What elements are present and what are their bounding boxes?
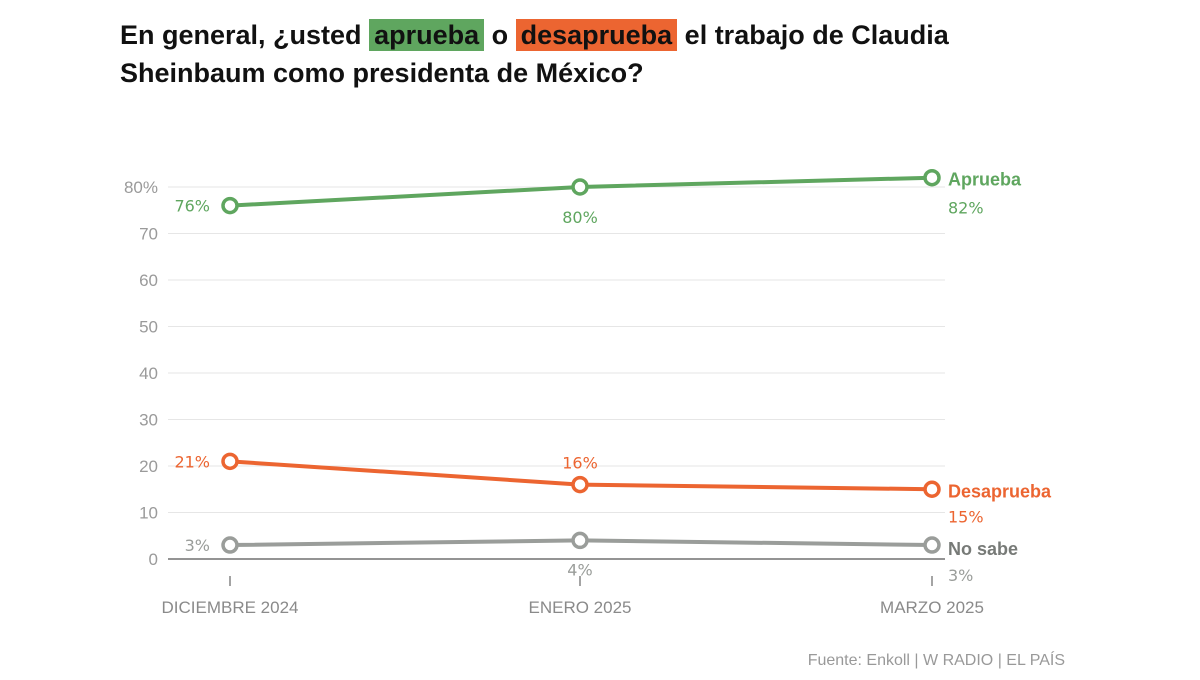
- point-no_sabe-2: [923, 536, 941, 554]
- point-desaprueba-0: [221, 452, 239, 471]
- data-label-desaprueba-2: 15%: [948, 507, 984, 526]
- data-label-desaprueba-0: 21%: [174, 452, 210, 471]
- point-aprueba-1: [571, 178, 589, 196]
- data-label-desaprueba-1: 16%: [562, 454, 598, 473]
- data-label-no_sabe-1: 4%: [567, 560, 592, 579]
- y-tick-label-50: 50: [139, 318, 158, 337]
- data-label-aprueba-1: 80%: [562, 208, 598, 227]
- series-name-no_sabe: No sabe: [948, 539, 1018, 559]
- point-desaprueba-1: [571, 475, 589, 494]
- source-credit: Fuente: Enkoll | W RADIO | EL PAÍS: [807, 652, 1065, 669]
- x-tick-label-0: DICIEMBRE 2024: [162, 598, 299, 617]
- y-tick-label-0: 0: [149, 550, 158, 569]
- chart-title: En general, ¿usted aprueba o desaprueba …: [120, 16, 1080, 92]
- point-no_sabe-1: [571, 531, 589, 550]
- title-approve-highlight: aprueba: [369, 19, 485, 51]
- y-tick-label-60: 60: [139, 271, 158, 290]
- y-tick-label-40: 40: [139, 364, 158, 383]
- y-tick-label-20: 20: [139, 457, 158, 476]
- series-name-desaprueba: Desaprueba: [948, 481, 1052, 501]
- point-aprueba-2: [923, 168, 941, 187]
- x-tick-label-1: ENERO 2025: [529, 598, 632, 617]
- y-tick-label-30: 30: [139, 411, 158, 430]
- data-label-aprueba-0: 76%: [174, 197, 210, 216]
- series-name-aprueba: Aprueba: [948, 170, 1022, 190]
- x-tick-label-2: MARZO 2025: [880, 598, 984, 617]
- data-label-no_sabe-2: 3%: [948, 566, 973, 585]
- point-no_sabe-0: [221, 536, 239, 554]
- title-part-1: En general, ¿usted: [120, 20, 370, 50]
- title-part-2: o: [484, 20, 516, 50]
- point-aprueba-0: [221, 196, 239, 215]
- data-label-aprueba-2: 82%: [948, 199, 984, 218]
- y-tick-label-70: 70: [139, 225, 158, 244]
- y-tick-label-80: 80%: [124, 178, 158, 197]
- title-disapprove-highlight: desaprueba: [515, 19, 678, 51]
- point-desaprueba-2: [923, 480, 941, 498]
- y-tick-label-10: 10: [139, 504, 158, 523]
- data-label-no_sabe-0: 3%: [185, 536, 210, 555]
- title-part-3: el trabajo de Claudia Sheinbaum como pre…: [120, 20, 949, 88]
